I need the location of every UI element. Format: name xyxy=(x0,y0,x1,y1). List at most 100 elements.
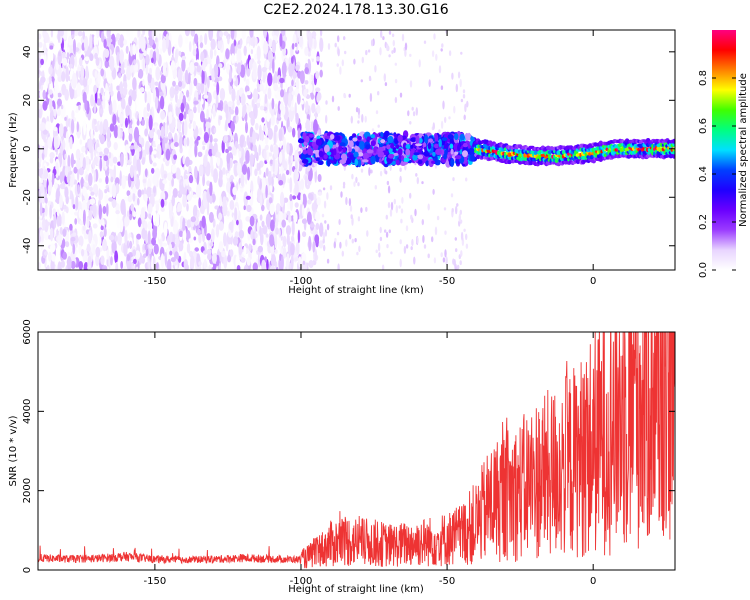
heatmap-cell xyxy=(250,49,254,55)
heatmap-cell xyxy=(313,38,317,50)
heatmap-cell xyxy=(188,174,194,184)
heatmap-cell xyxy=(40,76,46,83)
heatmap-cell xyxy=(73,30,79,37)
heatmap-cell xyxy=(308,235,312,252)
heatmap-cell xyxy=(135,266,139,270)
heatmap-cell xyxy=(455,205,458,215)
heatmap-cell xyxy=(266,111,271,123)
heatmap-cell xyxy=(65,66,69,83)
heatmap-cell xyxy=(212,110,217,117)
heatmap-cell xyxy=(267,50,273,63)
heatmap-cell xyxy=(234,62,238,67)
heatmap-cell xyxy=(121,175,126,190)
heatmap-cell xyxy=(443,207,447,211)
heatmap-cell xyxy=(152,150,157,155)
heatmap-cell xyxy=(125,151,128,167)
heatmap-cell xyxy=(155,37,158,43)
heatmap-cell xyxy=(57,108,61,117)
heatmap-cell xyxy=(319,69,323,78)
heatmap-cell xyxy=(428,79,431,87)
heatmap-cell xyxy=(145,63,149,75)
heatmap-cell xyxy=(182,217,186,234)
heatmap-cell xyxy=(106,247,110,260)
heatmap-cell xyxy=(177,68,183,84)
heatmap-cell xyxy=(235,114,239,123)
heatmap-cell xyxy=(204,87,208,97)
heatmap-cell xyxy=(248,110,254,119)
heatmap-cell xyxy=(336,63,339,67)
heatmap-cell xyxy=(167,258,172,270)
heatmap-cell xyxy=(183,119,188,136)
heatmap-cell xyxy=(442,100,445,110)
heatmap-cell xyxy=(143,50,147,57)
heatmap-cell xyxy=(438,129,441,134)
heatmap-cell xyxy=(99,134,105,145)
heatmap-cell xyxy=(241,163,248,175)
heatmap-cell xyxy=(274,234,278,249)
heatmap-cell xyxy=(117,90,121,102)
heatmap-cell xyxy=(229,68,232,83)
heatmap-cell xyxy=(317,174,322,182)
heatmap-cell xyxy=(216,156,221,167)
y-tick-label: 0 xyxy=(22,567,33,573)
heatmap-cell xyxy=(248,142,251,150)
heatmap-cell xyxy=(341,59,344,67)
heatmap-cell xyxy=(334,42,337,48)
heatmap-cell xyxy=(164,251,167,265)
heatmap-cell xyxy=(405,144,411,150)
heatmap-cell xyxy=(360,79,363,83)
heatmap-cell xyxy=(154,200,159,205)
heatmap-cell xyxy=(133,59,137,65)
heatmap-cell xyxy=(59,183,66,190)
heatmap-cell xyxy=(416,236,419,244)
heatmap-cell xyxy=(295,112,299,125)
heatmap-cell xyxy=(146,85,150,90)
heatmap-cell xyxy=(234,106,239,116)
heatmap-cell xyxy=(434,133,439,143)
heatmap-cell xyxy=(148,243,153,249)
heatmap-cell xyxy=(112,156,118,164)
heatmap-cell xyxy=(281,61,287,78)
heatmap-cell xyxy=(102,265,108,270)
heatmap-cell xyxy=(71,110,75,120)
heatmap-cell xyxy=(285,169,290,176)
heatmap-cell xyxy=(351,238,354,244)
heatmap-cell xyxy=(382,36,385,41)
heatmap-cell xyxy=(49,152,55,159)
heatmap-cell xyxy=(291,195,297,200)
heatmap-cell xyxy=(385,170,388,175)
heatmap-cell xyxy=(174,85,180,91)
heatmap-cell xyxy=(182,230,187,241)
heatmap-cell xyxy=(344,50,347,55)
heatmap-cell xyxy=(46,264,50,270)
heatmap-cell xyxy=(301,158,309,164)
heatmap-cell xyxy=(286,253,290,264)
heatmap-cell xyxy=(316,196,321,206)
heatmap-cell xyxy=(287,178,290,184)
heatmap-cell xyxy=(201,215,206,229)
heatmap-cell xyxy=(140,36,146,53)
heatmap-cell xyxy=(173,154,178,160)
heatmap-cell xyxy=(318,150,324,158)
heatmap-cell xyxy=(119,49,124,65)
heatmap-cell xyxy=(294,42,298,48)
heatmap-cell xyxy=(231,88,236,102)
heatmap-cell xyxy=(58,52,62,57)
heatmap-cell xyxy=(98,204,103,220)
heatmap-cell xyxy=(440,85,444,90)
heatmap-cell xyxy=(141,227,147,240)
heatmap-cell xyxy=(40,85,43,91)
heatmap-cell xyxy=(124,216,130,227)
heatmap-cell xyxy=(139,87,145,93)
heatmap-cell xyxy=(270,219,275,232)
heatmap-cell xyxy=(451,72,454,80)
heatmap-cell xyxy=(258,144,262,156)
heatmap-cell xyxy=(357,152,364,157)
heatmap-cell xyxy=(100,225,104,231)
heatmap-cell xyxy=(319,61,323,68)
heatmap-cell xyxy=(318,240,324,249)
heatmap-cell xyxy=(263,30,267,39)
heatmap-cell xyxy=(263,106,268,111)
colorbar-tick-label: 0.6 xyxy=(698,118,709,134)
heatmap-cell xyxy=(74,218,78,225)
